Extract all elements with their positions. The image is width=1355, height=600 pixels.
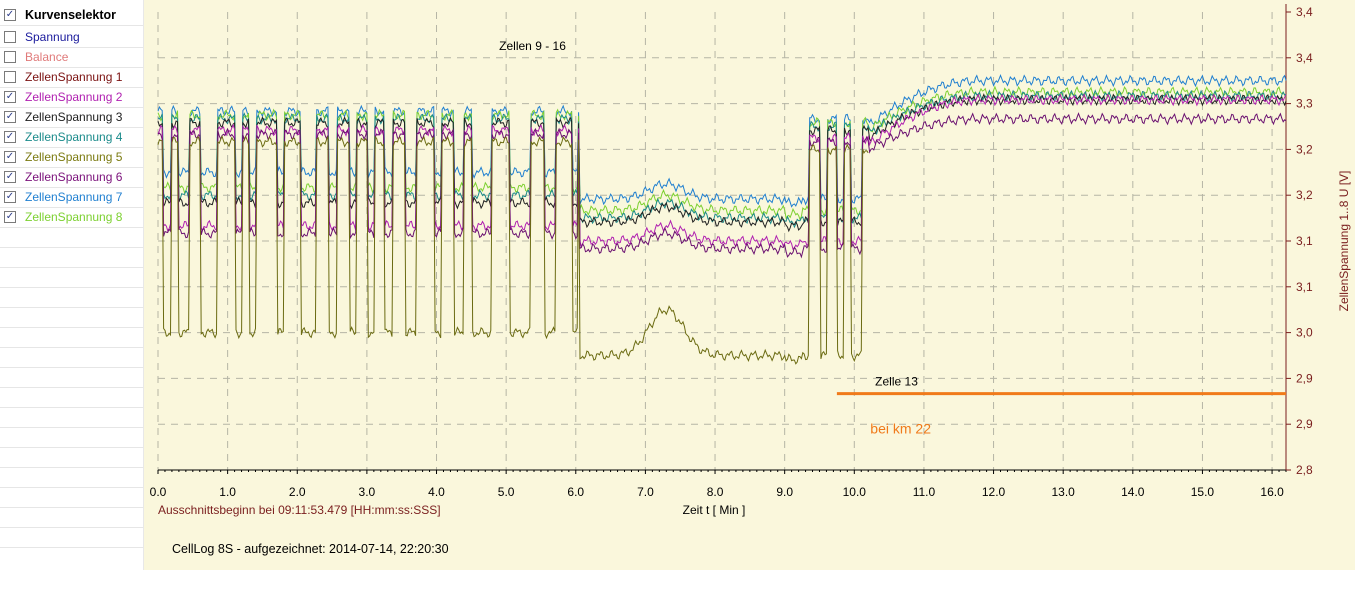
- selector-item-label: ZellenSpannung 3: [25, 110, 123, 124]
- checkbox-icon[interactable]: ✓: [4, 91, 16, 103]
- x-tick-label: 5.0: [498, 485, 515, 499]
- curve-selector-panel: ✓ Kurvenselektor Spannung Balance ZellenSp…: [0, 0, 144, 570]
- range-start-label: Ausschnittsbeginn bei 09:11:53.479 [HH:m…: [158, 503, 441, 517]
- y-tick-label: 2,9: [1296, 417, 1313, 431]
- x-tick-label: 6.0: [567, 485, 584, 499]
- voltage-chart: 0.0 1.0 2.0 3.0 4.0 5.0 6.0 7.0 8.0 9.0 10.0 11.0 12…: [150, 4, 1351, 556]
- selector-empty-row: [0, 347, 143, 368]
- y-axis-label: ZellenSpannung 1..8 U [V]: [1337, 171, 1351, 312]
- selector-header-label: Kurvenselektor: [25, 8, 117, 22]
- selector-empty-row: [0, 367, 143, 388]
- x-tick-label: 16.0: [1260, 485, 1284, 499]
- series-line: [157, 112, 1287, 259]
- checkbox-icon[interactable]: ✓: [4, 211, 16, 223]
- x-tick-label: 11.0: [913, 485, 936, 499]
- x-tick-label: 2.0: [289, 485, 306, 499]
- annotation-marker-note: bei km 22: [870, 421, 931, 437]
- checkbox-icon[interactable]: [4, 31, 16, 43]
- y-tick-label: 3,3: [1296, 97, 1313, 111]
- selector-item-label: ZellenSpannung 8: [25, 210, 123, 224]
- bottom-strip: [0, 570, 1355, 600]
- selector-item[interactable]: ✓ ZellenSpannung 2: [0, 87, 143, 108]
- selector-item[interactable]: ✓ ZellenSpannung 3: [0, 107, 143, 128]
- selector-item[interactable]: Spannung: [0, 27, 143, 48]
- selector-item[interactable]: ✓ ZellenSpannung 7: [0, 187, 143, 208]
- selector-empty-row: [0, 487, 143, 508]
- x-tick-label: 3.0: [359, 485, 376, 499]
- x-tick-label: 9.0: [776, 485, 793, 499]
- x-tick-label: 0.0: [150, 485, 167, 499]
- x-tick-label: 12.0: [982, 485, 1006, 499]
- series-line: [157, 85, 1287, 221]
- selector-empty-row: [0, 427, 143, 448]
- series-line: [157, 89, 1287, 229]
- y-tick-label: 3,4: [1296, 5, 1313, 19]
- selector-item[interactable]: ZellenSpannung 1: [0, 67, 143, 88]
- selector-item[interactable]: ✓ ZellenSpannung 6: [0, 167, 143, 188]
- x-tick-label: 10.0: [843, 485, 867, 499]
- selector-item-label: ZellenSpannung 1: [25, 70, 123, 84]
- selector-empty-row: [0, 287, 143, 308]
- y-tick-label: 3,4: [1296, 51, 1313, 65]
- selector-empty-row: [0, 467, 143, 488]
- selector-item-label: ZellenSpannung 2: [25, 90, 123, 104]
- x-tick-label: 4.0: [428, 485, 445, 499]
- checkbox-icon[interactable]: ✓: [4, 111, 16, 123]
- x-tick-label: 1.0: [219, 485, 236, 499]
- checkbox-icon[interactable]: ✓: [4, 9, 16, 21]
- y-tick-label: 3,1: [1296, 280, 1313, 294]
- selector-empty-row: [0, 527, 143, 548]
- selector-item-label: ZellenSpannung 4: [25, 130, 123, 144]
- chart-panel: 0.0 1.0 2.0 3.0 4.0 5.0 6.0 7.0 8.0 9.0 10.0 11.0 12…: [144, 0, 1355, 570]
- selector-empty-row: [0, 247, 143, 268]
- checkbox-icon[interactable]: [4, 71, 16, 83]
- selector-empty-row: [0, 447, 143, 468]
- selector-empty-row: [0, 267, 143, 288]
- selector-empty-row: [0, 227, 143, 248]
- selector-header[interactable]: ✓ Kurvenselektor: [0, 5, 143, 26]
- x-tick-label: 15.0: [1191, 485, 1215, 499]
- x-tick-label: 7.0: [637, 485, 654, 499]
- selector-item-label: ZellenSpannung 6: [25, 170, 123, 184]
- selector-item[interactable]: ✓ ZellenSpannung 8: [0, 207, 143, 228]
- selector-item-label: Spannung: [25, 30, 80, 44]
- annotation-group: Zellen 9 - 16: [499, 39, 566, 53]
- x-axis-label: Zeit t [ Min ]: [683, 503, 746, 517]
- y-tick-label: 3,2: [1296, 188, 1313, 202]
- selector-item-label: Balance: [25, 50, 69, 64]
- selector-item-label: ZellenSpannung 7: [25, 190, 123, 204]
- y-tick-label: 3,1: [1296, 234, 1313, 248]
- checkbox-icon[interactable]: ✓: [4, 151, 16, 163]
- selector-empty-row: [0, 307, 143, 328]
- series-line: [157, 93, 1287, 251]
- y-tick-label: 2,9: [1296, 371, 1313, 385]
- selector-empty-row: [0, 327, 143, 348]
- checkbox-icon[interactable]: ✓: [4, 171, 16, 183]
- y-tick-label: 2,8: [1296, 463, 1313, 477]
- selector-item[interactable]: ✓ ZellenSpannung 4: [0, 127, 143, 148]
- selector-item[interactable]: Balance: [0, 47, 143, 68]
- x-tick-label: 14.0: [1121, 485, 1145, 499]
- checkbox-icon[interactable]: ✓: [4, 191, 16, 203]
- selector-item-label: ZellenSpannung 5: [25, 150, 123, 164]
- checkbox-icon[interactable]: ✓: [4, 131, 16, 143]
- selector-empty-row: [0, 507, 143, 528]
- series-line: [157, 135, 869, 365]
- selector-empty-row: [0, 407, 143, 428]
- annotation-cell: Zelle 13: [875, 375, 918, 389]
- x-tick-label: 8.0: [707, 485, 724, 499]
- y-tick-label: 3,2: [1296, 142, 1313, 156]
- selector-item[interactable]: ✓ ZellenSpannung 5: [0, 147, 143, 168]
- selector-empty-row: [0, 387, 143, 408]
- x-tick-label: 13.0: [1052, 485, 1076, 499]
- y-tick-label: 3,0: [1296, 326, 1313, 340]
- device-info-label: CellLog 8S - aufgezeichnet: 2014-07-14, …: [172, 542, 449, 556]
- checkbox-icon[interactable]: [4, 51, 16, 63]
- series-line: [157, 93, 1287, 233]
